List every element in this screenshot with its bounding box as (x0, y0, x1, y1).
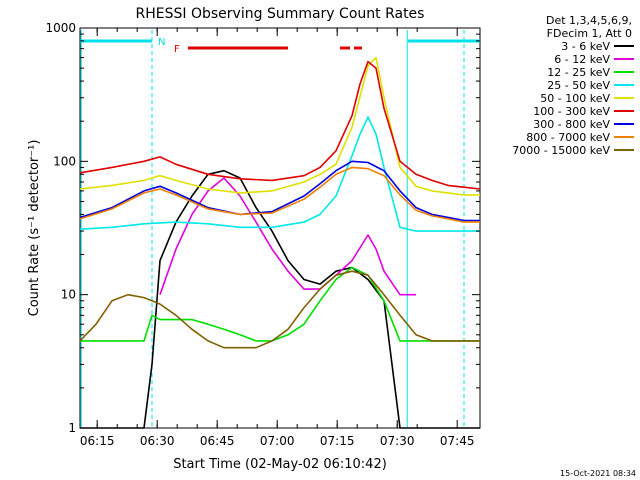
legend-label: 25 - 50 keV (547, 79, 610, 92)
legend-label: 300 - 800 keV (533, 118, 610, 131)
y-axis-ticks: 1 10 100 1000 (45, 21, 480, 435)
legend-label: 3 - 6 keV (561, 40, 610, 53)
chart-title: RHESSI Observing Summary Count Rates (136, 6, 425, 22)
legend-label: 800 - 7000 keV (526, 131, 610, 144)
y-tick-label: 1 (68, 421, 76, 435)
series-line-4 (79, 56, 480, 196)
x-axis-label: Start Time (02-May-02 06:10:42) (173, 457, 387, 472)
y-tick-label: 100 (53, 154, 76, 168)
x-tick-label: 07:15 (320, 434, 355, 448)
plot-frame (79, 27, 481, 429)
legend-label: 7000 - 15000 keV (512, 144, 610, 157)
instrument-flags: NF (80, 30, 480, 428)
series-line-0 (80, 169, 480, 429)
footer-timestamp: 15-Oct-2021 08:34 (560, 469, 636, 478)
series-line-7 (79, 166, 480, 223)
legend-label: 12 - 25 keV (547, 66, 610, 79)
legend: Det 1,3,4,5,6,9,FDecim 1, Att 03 - 6 keV… (512, 14, 634, 157)
night-flag-label: N (158, 37, 165, 48)
x-tick-label: 07:00 (260, 434, 295, 448)
legend-label: 6 - 12 keV (554, 53, 610, 66)
flare-flag-label: F (174, 44, 180, 55)
series-line-1 (159, 177, 416, 296)
series-line-3 (79, 116, 480, 232)
y-tick-label: 1000 (45, 21, 76, 35)
series-line-2 (80, 266, 480, 342)
legend-label: 50 - 100 keV (540, 92, 610, 105)
y-tick-label: 10 (61, 288, 76, 302)
series-line-8 (79, 270, 480, 349)
x-tick-label: 06:45 (200, 434, 235, 448)
legend-header: FDecim 1, Att 0 (547, 27, 632, 40)
y-axis-label: Count Rate (s⁻¹ detector⁻¹) (27, 140, 42, 317)
series-line-5 (79, 60, 481, 190)
x-tick-label: 07:45 (440, 434, 475, 448)
x-tick-label: 07:30 (380, 434, 415, 448)
x-tick-label: 06:30 (140, 434, 175, 448)
plot-area (79, 56, 481, 429)
legend-header: Det 1,3,4,5,6,9, (546, 14, 632, 27)
x-tick-label: 06:15 (80, 434, 115, 448)
legend-label: 100 - 300 keV (533, 105, 610, 118)
series-line-6 (79, 160, 480, 222)
x-axis-ticks: 06:15 06:30 06:45 07:00 07:15 07:30 07:45 (80, 28, 475, 448)
